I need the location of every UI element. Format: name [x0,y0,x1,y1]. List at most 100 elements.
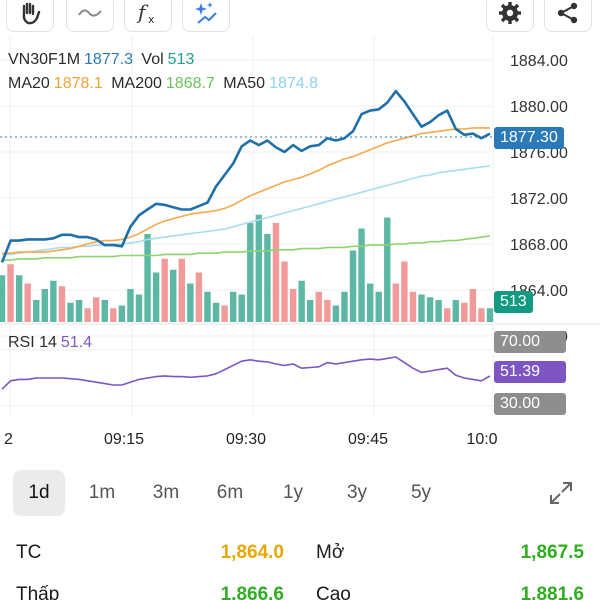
volume-bar [324,300,331,322]
volume-bar [247,223,254,322]
volume-bar [50,280,57,322]
volume-bar [75,300,83,322]
volume-bar [409,291,417,322]
volume-bar [144,234,151,322]
price-legend: VN30F1M 1877.3 Vol 513 [8,51,198,69]
ma50-label: MA50 [223,75,266,92]
expand-icon [550,482,572,504]
volume-bar [315,291,322,322]
price-axis-label: 1884.00 [510,53,568,70]
volume-bar [281,261,288,322]
volume-bar [366,283,374,322]
volume-bar [178,258,185,322]
volume-bar [272,223,280,322]
ma50-value: 1874.8 [269,75,319,92]
time-axis-label: 09:15 [104,431,144,448]
volume-bar [212,302,220,322]
time-axis-label: 09:45 [348,431,388,448]
chart-toolbar: f x [0,0,600,36]
share-button[interactable] [544,0,592,32]
timeframe-1d[interactable]: 1d [13,470,65,516]
vol-label: Vol [141,51,164,68]
ma50-line [2,165,491,256]
volume-bar [435,300,442,322]
draw-line-button[interactable] [66,0,114,32]
volume-bar [264,234,271,322]
timeframe-6m[interactable]: 6m [216,482,244,503]
volume-bar [452,300,459,322]
volume-bar [187,283,194,322]
gear-icon [499,2,521,24]
rsi-legend: RSI 14 51.4 [8,334,96,352]
high-label: Cao [316,584,351,600]
ma20-line [2,127,490,254]
price-line [0,89,491,263]
volume-bar [289,289,297,322]
time-axis-label: 10:0 [466,431,497,448]
ma20-value: 1878.1 [53,75,103,92]
volume-bar [0,275,6,322]
volume-bar [24,283,31,322]
volume-bar [195,272,203,322]
price-chart[interactable]: 1884.00 1880.00 1876.00 1872.00 1868.00 1864.… [0,36,600,458]
price-axis-label: 1876.00 [510,145,568,162]
low-value: 1,866.6 [220,584,284,600]
volume-bar [161,258,168,322]
indicator-button[interactable]: f x [124,0,172,32]
last-volume-tag: 513 [494,291,533,313]
fullscreen-button[interactable] [548,480,574,506]
open-value: 1,867.5 [520,542,584,563]
volume-bar [478,308,485,322]
timeframe-selector: 1d 1m 3m 6m 1y 3y 5y [0,470,600,518]
timeframe-5y[interactable]: 5y [410,482,432,503]
volume-bar [349,250,357,322]
volume-bar [392,283,400,322]
volume-bar [67,302,74,322]
volume-bar [118,305,126,322]
time-axis-label: 09:30 [226,431,266,448]
price-axis-label: 1872.00 [510,191,568,208]
ma200-label: MA200 [111,75,162,92]
volume-bar [255,214,263,322]
timeframe-3m[interactable]: 3m [152,482,180,503]
volume-bar [101,300,108,322]
rsi-value: 51.4 [60,334,93,351]
ai-analysis-button[interactable] [182,0,230,32]
volume-bar [469,289,477,322]
high-value: 1,881.6 [520,584,584,600]
volume-bar [221,305,228,322]
ma-legend: MA20 1878.1 MA200 1868.7 MA50 1874.8 [8,75,322,93]
volume-bar [135,294,143,322]
timeframe-3y[interactable]: 3y [346,482,368,503]
ma200-value: 1868.7 [165,75,215,92]
timeframe-1m[interactable]: 1m [88,482,116,503]
volume-bar [110,308,117,322]
tc-value: 1,864.0 [220,542,284,563]
volume-bar [58,286,66,322]
rsi-current-tag: 51.39 [494,361,566,383]
volume-bar [418,294,425,322]
price-axis-label: 1880.00 [510,99,568,116]
volume-bar [341,291,348,322]
hand-wave-button[interactable] [6,0,54,32]
time-axis-label: 2 [4,431,13,448]
volume-bar [92,297,100,322]
settings-button[interactable] [486,0,534,32]
ma200-line [2,235,491,261]
rsi-line [1,356,491,390]
tilde-line-icon [78,9,102,17]
timeframe-1y[interactable]: 1y [282,482,304,503]
stats-panel: TC 1,864.0 Mở 1,867.5 Thấp 1,866.6 Cao 1… [0,530,600,600]
volume-bar [358,228,365,322]
volume-bar [152,272,160,322]
volume-bar [375,291,382,322]
volume-bar [486,308,494,322]
volume-bar [15,275,23,322]
tc-label: TC [16,542,42,563]
price-value: 1877.3 [84,51,133,68]
ma20-label: MA20 [8,75,50,92]
volume-bar [33,300,40,322]
low-label: Thấp [16,584,60,600]
open-label: Mở [316,542,345,563]
volume-bar [307,300,314,322]
